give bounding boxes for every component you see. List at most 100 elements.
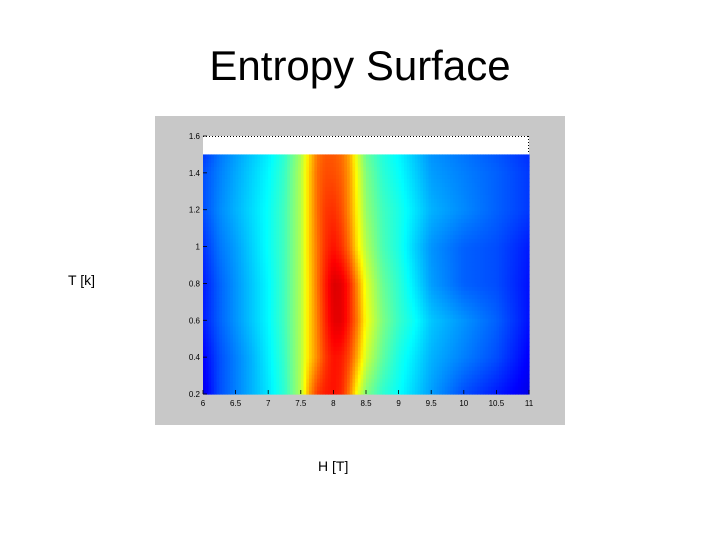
- heatmap-cell: [303, 390, 307, 395]
- heatmap-cell: [355, 246, 359, 251]
- heatmap-cell: [463, 306, 468, 311]
- heatmap-cell: [349, 238, 354, 243]
- heatmap-cell: [357, 370, 362, 375]
- heatmap-cell: [211, 242, 215, 247]
- heatmap-cell: [289, 246, 294, 251]
- heatmap-cell: [281, 230, 286, 235]
- heatmap-cell: [469, 266, 473, 271]
- heatmap-cell: [395, 370, 400, 375]
- heatmap-cell: [371, 282, 375, 287]
- heatmap-cell: [480, 386, 484, 391]
- heatmap-cell: [322, 374, 326, 379]
- heatmap-cell: [265, 290, 269, 295]
- heatmap-cell: [317, 390, 321, 395]
- heatmap-cell: [216, 230, 220, 235]
- heatmap-cell: [357, 390, 362, 395]
- heatmap-cell: [306, 234, 310, 239]
- heatmap-cell: [346, 370, 351, 375]
- heatmap-cell: [520, 382, 525, 387]
- heatmap-cell: [287, 298, 291, 303]
- heatmap-cell: [246, 250, 250, 255]
- heatmap-cell: [363, 246, 367, 251]
- heatmap-cell: [404, 386, 408, 391]
- heatmap-cell: [382, 290, 386, 295]
- heatmap-cell: [327, 274, 332, 279]
- heatmap-cell: [287, 374, 291, 379]
- heatmap-cell: [512, 326, 517, 331]
- heatmap-cell: [414, 346, 419, 351]
- heatmap-cell: [325, 258, 329, 263]
- heatmap-cell: [265, 274, 269, 279]
- heatmap-cell: [385, 294, 389, 299]
- heatmap-cell: [219, 314, 223, 319]
- heatmap-cell: [213, 230, 218, 235]
- heatmap-cell: [298, 310, 302, 315]
- heatmap-cell: [496, 334, 500, 339]
- heatmap-cell: [368, 242, 373, 247]
- heatmap-cell: [398, 350, 402, 355]
- heatmap-cell: [260, 358, 264, 363]
- heatmap-cell: [395, 322, 400, 327]
- heatmap-cell: [423, 266, 427, 271]
- heatmap-cell: [414, 318, 419, 323]
- heatmap-cell: [433, 382, 438, 387]
- heatmap-cell: [458, 250, 462, 255]
- heatmap-cell: [466, 302, 470, 307]
- heatmap-cell: [490, 350, 495, 355]
- heatmap-cell: [520, 386, 525, 391]
- heatmap-cell: [469, 310, 473, 315]
- heatmap-cell: [482, 338, 487, 343]
- heatmap-cell: [265, 318, 269, 323]
- heatmap-cell: [385, 310, 389, 315]
- heatmap-cell: [490, 274, 495, 279]
- heatmap-cell: [357, 286, 362, 291]
- heatmap-cell: [211, 338, 215, 343]
- heatmap-cell: [450, 270, 454, 275]
- heatmap-cell: [238, 238, 242, 243]
- heatmap-cell: [409, 354, 413, 359]
- heatmap-cell: [485, 326, 489, 331]
- heatmap-cell: [431, 254, 435, 259]
- heatmap-cell: [433, 234, 438, 239]
- heatmap-cell: [298, 238, 302, 243]
- heatmap-cell: [260, 286, 264, 291]
- heatmap-cell: [474, 354, 478, 359]
- heatmap-cell: [333, 266, 337, 271]
- heatmap-cell: [227, 366, 231, 371]
- heatmap-cell: [442, 286, 446, 291]
- heatmap-cell: [287, 362, 291, 367]
- heatmap-cell: [496, 382, 500, 387]
- heatmap-cell: [515, 378, 519, 383]
- heatmap-cell: [262, 322, 267, 327]
- heatmap-cell: [379, 358, 383, 363]
- heatmap-cell: [208, 378, 212, 383]
- heatmap-cell: [327, 226, 332, 231]
- heatmap-cell: [458, 298, 462, 303]
- heatmap-cell: [222, 230, 226, 235]
- heatmap-cell: [393, 310, 397, 315]
- heatmap-cell: [211, 238, 215, 243]
- heatmap-cell: [425, 262, 430, 267]
- heatmap-cell: [308, 278, 313, 283]
- heatmap-cell: [298, 290, 302, 295]
- heatmap-cell: [493, 310, 497, 315]
- heatmap-cell: [251, 286, 256, 291]
- heatmap-cell: [238, 282, 242, 287]
- heatmap-cell: [409, 278, 413, 283]
- heatmap-cell: [287, 350, 291, 355]
- heatmap-cell: [216, 370, 220, 375]
- heatmap-cell: [251, 230, 256, 235]
- heatmap-cell: [480, 262, 484, 267]
- heatmap-cell: [235, 374, 239, 379]
- heatmap-cell: [265, 234, 269, 239]
- heatmap-cell: [526, 350, 530, 355]
- heatmap-cell: [387, 290, 392, 295]
- heatmap-cell: [420, 370, 424, 375]
- heatmap-cell: [230, 310, 234, 315]
- heatmap-cell: [490, 322, 495, 327]
- heatmap-cell: [444, 346, 449, 351]
- heatmap-cell: [203, 278, 207, 283]
- heatmap-cell: [270, 334, 275, 339]
- heatmap-cell: [425, 250, 430, 255]
- heatmap-cell: [385, 286, 389, 291]
